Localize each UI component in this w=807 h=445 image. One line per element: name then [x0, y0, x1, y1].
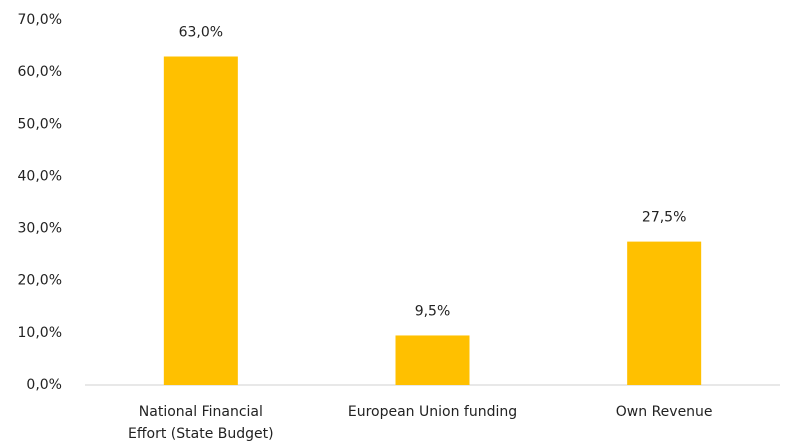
y-tick-label: 30,0%: [18, 221, 62, 237]
y-tick-label: 20,0%: [18, 273, 62, 289]
y-tick-label: 60,0%: [18, 64, 62, 80]
x-tick-label: European Union funding: [348, 404, 517, 420]
y-tick-label: 10,0%: [18, 325, 62, 341]
y-tick-label: 0,0%: [26, 377, 62, 393]
x-tick-label: Own Revenue: [616, 404, 713, 420]
bar: [163, 56, 238, 385]
y-tick-label: 50,0%: [18, 116, 62, 132]
x-tick-label: National Financial Effort (State Budget): [128, 404, 274, 442]
data-label: 9,5%: [415, 303, 451, 319]
data-label: 63,0%: [179, 25, 223, 41]
y-tick-label: 70,0%: [18, 12, 62, 28]
bar: [395, 335, 470, 385]
y-tick-label: 40,0%: [18, 168, 62, 184]
bar: [627, 241, 702, 385]
data-label: 27,5%: [642, 210, 686, 226]
